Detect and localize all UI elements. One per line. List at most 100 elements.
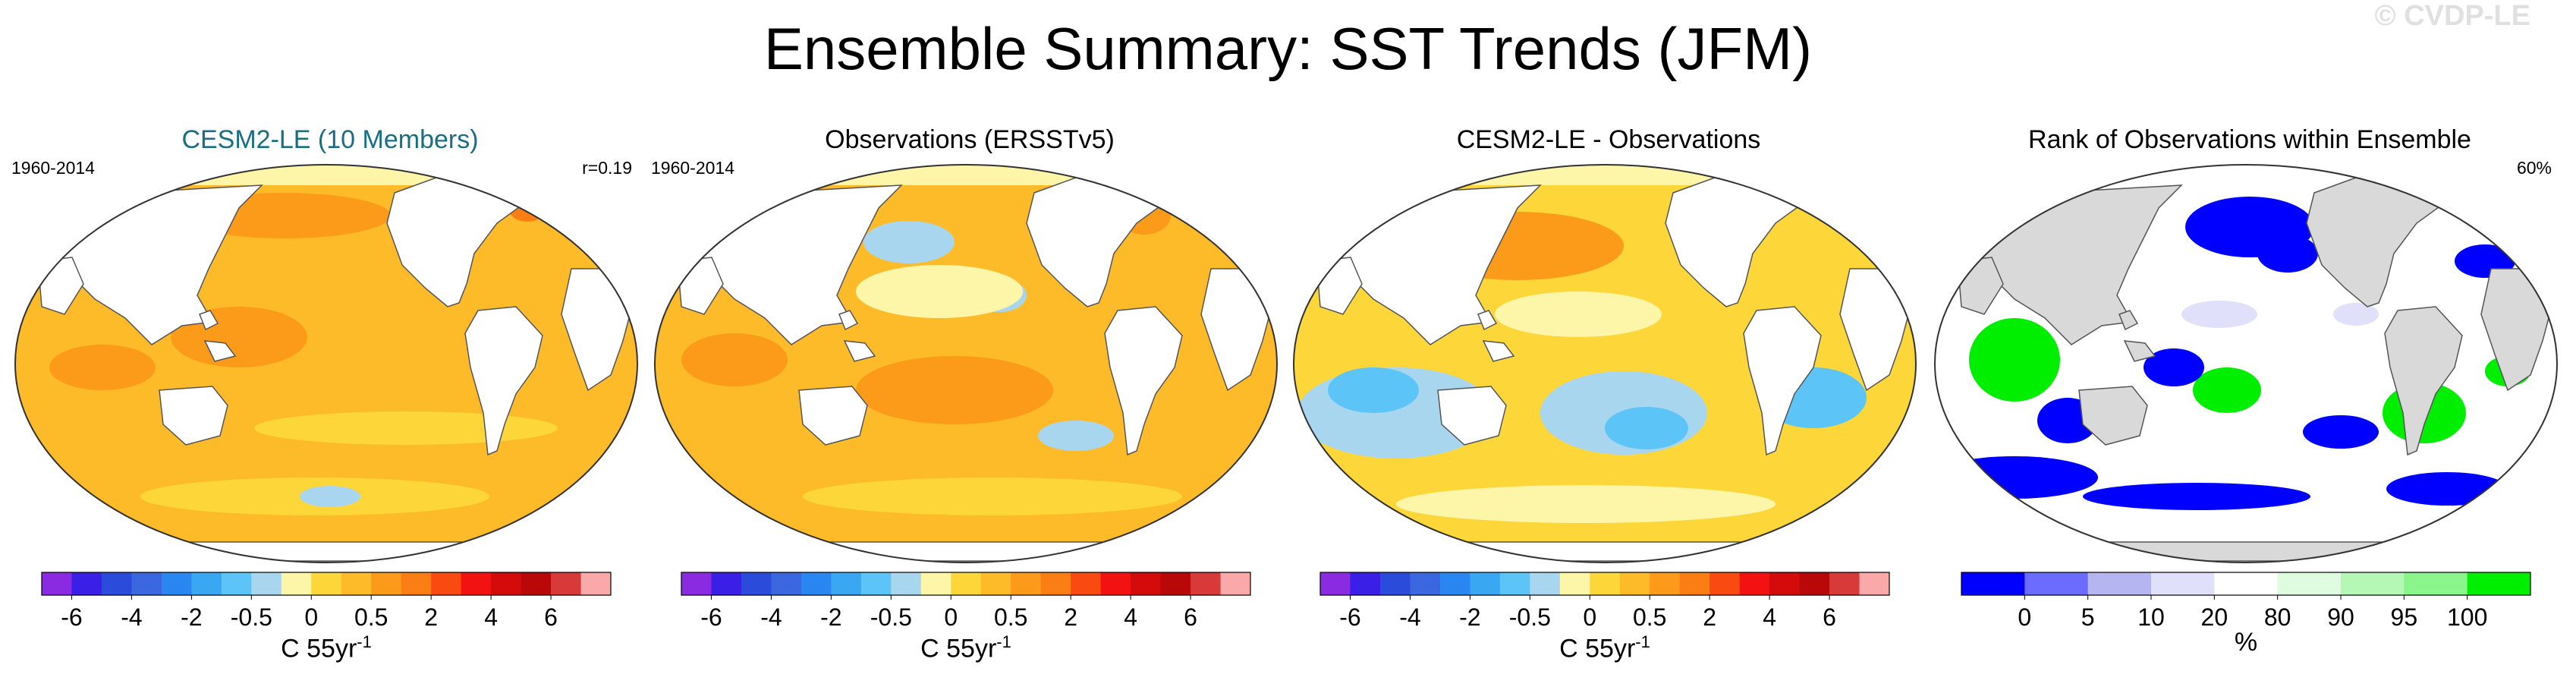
land-maritime-continent xyxy=(203,340,237,362)
colorbar-tick-label: -4 xyxy=(760,603,782,630)
colorbar-swatch xyxy=(551,572,582,595)
colorbar: -6 -4 -2 -0.5 0 0.5 2 4 6 xyxy=(41,572,612,630)
colorbar-swatch xyxy=(251,572,282,595)
colorbar-frame xyxy=(41,572,612,596)
cool-spot-south-atlantic xyxy=(1038,421,1114,451)
cool-core-south-pacific xyxy=(1605,407,1688,449)
land-indochina xyxy=(838,310,859,331)
colorbar-swatch xyxy=(580,572,612,595)
colorbar-tick-label: -0.5 xyxy=(870,603,912,630)
colorbar-swatch xyxy=(491,572,522,595)
rank-high-arctic xyxy=(2458,176,2496,194)
stat-label: r=0.19 xyxy=(582,158,632,178)
colorbar-swatch xyxy=(1439,572,1470,595)
land-antarctica xyxy=(763,541,1176,562)
colorbar-units-exponent: -1 xyxy=(996,632,1011,651)
colorbar-swatch xyxy=(1829,572,1860,595)
colorbar-swatch xyxy=(461,572,492,595)
land-north-america xyxy=(2306,177,2480,307)
colorbar: 0 5 10 20 80 90 95 100 xyxy=(1961,572,2531,630)
colorbar-swatch xyxy=(980,572,1011,595)
colorbar-swatch xyxy=(2087,572,2152,595)
colorbar-swatch xyxy=(1530,572,1561,595)
colorbar-swatch xyxy=(1410,572,1441,595)
colorbar-swatch xyxy=(131,572,162,595)
colorbar-swatch xyxy=(1470,572,1501,595)
colorbar-tick-label: 6 xyxy=(544,603,558,630)
colorbar-swatch xyxy=(221,572,252,595)
map xyxy=(1934,164,2558,563)
land-antarctica xyxy=(1402,541,1815,562)
colorbar-tick-label: -0.5 xyxy=(1509,603,1551,630)
rank-lowmid-east-pacific xyxy=(2333,303,2379,326)
land-australia xyxy=(2078,386,2148,446)
land-south-america xyxy=(1743,306,1822,456)
colorbar-tick-label: -6 xyxy=(1339,603,1360,630)
colorbar-tick-label: -2 xyxy=(820,603,841,630)
rank-low-north-pacific-east xyxy=(2257,235,2318,273)
colorbar-swatch xyxy=(1709,572,1741,595)
land-australia xyxy=(159,386,228,446)
colorbar-tick-label: 0 xyxy=(2018,603,2031,630)
colorbar-swatch xyxy=(1379,572,1411,595)
colorbar-tick-label: 2 xyxy=(424,603,438,630)
panel-title: CESM2-LE (10 Members) xyxy=(181,125,479,154)
land-maritime-continent xyxy=(1482,340,1515,362)
colorbar-tick-label: 100 xyxy=(2447,603,2487,630)
warm-patch-indian xyxy=(49,345,156,390)
land-south-america xyxy=(1104,306,1183,456)
colorbar-swatch xyxy=(1619,572,1650,595)
colorbar-units: C 55yr-1 xyxy=(681,627,1250,663)
colorbar-swatch xyxy=(1769,572,1801,595)
panel-1: CESM2-LE (10 Members) 1960-2014 r=0.19 -6 -4… xyxy=(11,114,649,687)
rank-low-southern-ocean-east xyxy=(2386,472,2508,506)
colorbar-swatch xyxy=(771,572,802,595)
rank-low-southern-ocean-central xyxy=(2083,483,2310,510)
land-south-america xyxy=(464,306,543,456)
neutral-band-southern xyxy=(1396,485,1776,523)
colorbar-units-exponent: -1 xyxy=(1635,632,1650,651)
stat-label: 60% xyxy=(2516,158,2552,178)
colorbar-swatch xyxy=(1350,572,1381,595)
colorbar-swatch xyxy=(2214,572,2279,595)
colorbar-tick-label: 4 xyxy=(1763,603,1776,630)
colorbar-swatch xyxy=(860,572,892,595)
colorbar-swatch xyxy=(161,572,192,595)
colorbar-tick-label: -6 xyxy=(61,603,82,630)
cool-core-indian xyxy=(1328,367,1419,413)
map xyxy=(14,164,638,563)
colorbar-swatch xyxy=(1131,572,1162,595)
colorbar-swatch xyxy=(341,572,372,595)
land-indochina xyxy=(1477,310,1498,331)
colorbar-tick-label: 0 xyxy=(304,603,318,630)
land-indochina xyxy=(199,310,219,331)
land-maritime-continent xyxy=(2123,340,2156,362)
watermark: © CVDP-LE xyxy=(2374,0,2530,32)
colorbar: -6 -4 -2 -0.5 0 0.5 2 4 6 xyxy=(681,572,1251,630)
colorbar-tick-label: -2 xyxy=(181,603,202,630)
arctic-band xyxy=(148,165,527,185)
colorbar-swatch xyxy=(951,572,982,595)
colorbar-tick-label: 6 xyxy=(1823,603,1836,630)
colorbar-tick-label: -0.5 xyxy=(231,603,272,630)
colorbar-tick-label: 20 xyxy=(2201,603,2228,630)
main-title: Ensemble Summary: SST Trends (JFM) xyxy=(763,15,1813,82)
rank-low-tasman xyxy=(2144,348,2204,386)
colorbar-swatch xyxy=(1559,572,1590,595)
cool-spot-south-pacific xyxy=(300,486,360,507)
colorbar-swatch xyxy=(1160,572,1191,595)
colorbar-units: C 55yr-1 xyxy=(1320,627,1889,663)
colorbar-swatch xyxy=(2024,572,2089,595)
colorbar-swatch xyxy=(1220,572,1251,595)
neutral-patch-tropical-pacific xyxy=(1495,292,1662,337)
colorbar-swatch xyxy=(1011,572,1042,595)
colorbar-frame xyxy=(681,572,1251,596)
colorbar-tick-label: 6 xyxy=(1184,603,1197,630)
colorbar-swatch xyxy=(1679,572,1710,595)
colorbar-tick-label: 95 xyxy=(2391,603,2418,630)
land-australia xyxy=(1437,386,1507,446)
colorbar-swatch xyxy=(42,572,72,595)
panel-4: Rank of Observations within Ensemble 60% 0… xyxy=(1931,114,2568,687)
colorbar-swatch xyxy=(681,572,712,595)
colorbar-swatch xyxy=(191,572,222,595)
